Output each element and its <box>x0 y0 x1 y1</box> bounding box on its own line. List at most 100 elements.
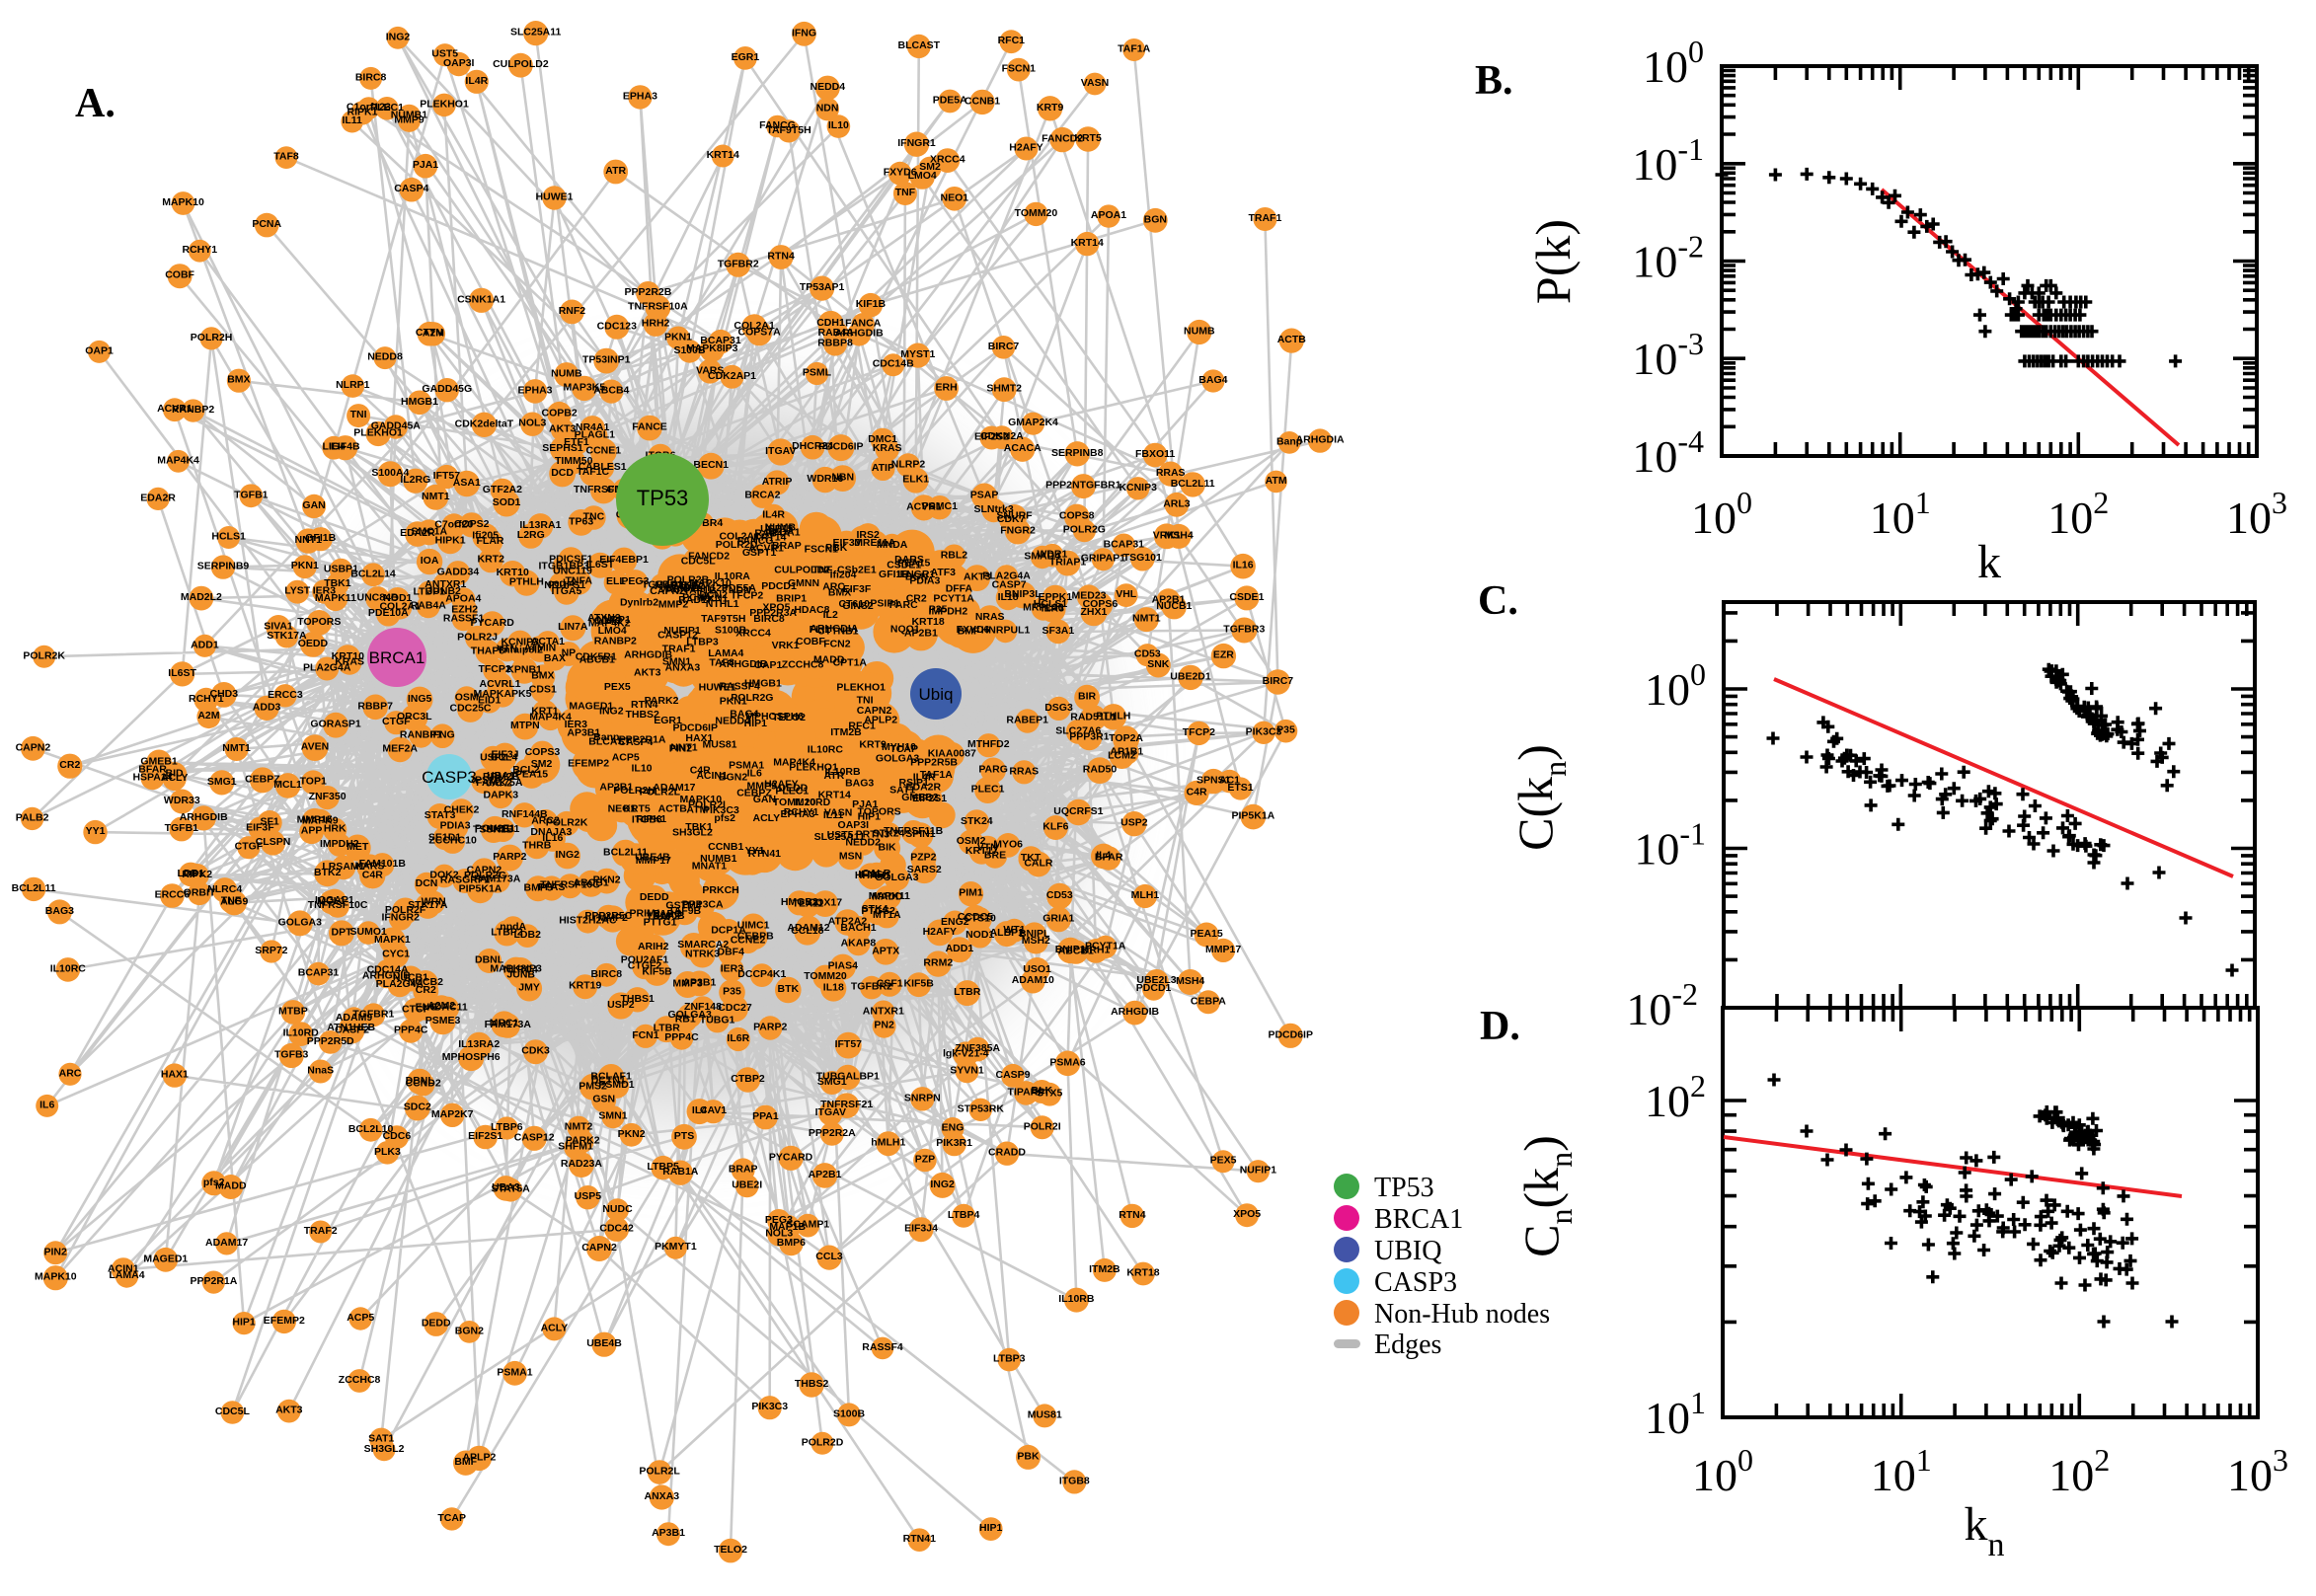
svg-text:A.: A. <box>75 81 116 126</box>
svg-text:NUMB: NUMB <box>551 368 582 380</box>
svg-text:POLR2I: POLR2I <box>1024 1120 1061 1132</box>
svg-text:SLC25A11: SLC25A11 <box>510 27 562 38</box>
svg-text:BMX: BMX <box>828 586 851 598</box>
svg-text:FLI1: FLI1 <box>810 624 831 636</box>
svg-text:SMN1: SMN1 <box>598 1110 627 1122</box>
svg-text:USP15: USP15 <box>760 523 793 535</box>
svg-text:JUNB: JUNB <box>506 969 535 981</box>
svg-text:BIRC7: BIRC7 <box>988 341 1020 352</box>
svg-text:CASP2: CASP2 <box>335 1025 369 1036</box>
svg-text:ANXA3: ANXA3 <box>645 1490 680 1502</box>
svg-text:PIN2: PIN2 <box>44 1246 68 1257</box>
svg-text:SNURF: SNURF <box>996 510 1033 522</box>
svg-text:RTN4: RTN4 <box>631 699 658 711</box>
svg-text:RANBP2: RANBP2 <box>172 404 214 416</box>
svg-text:FSCN1: FSCN1 <box>1002 63 1037 75</box>
svg-text:C4R: C4R <box>1187 786 1207 798</box>
svg-text:MAP4K4: MAP4K4 <box>529 712 572 723</box>
svg-text:COPS3: COPS3 <box>525 746 561 758</box>
svg-text:GMNN: GMNN <box>788 577 819 589</box>
svg-text:HIP1: HIP1 <box>979 1522 1003 1534</box>
svg-text:PPP4C: PPP4C <box>394 1025 428 1036</box>
svg-text:ARHGDIB: ARHGDIB <box>362 970 411 982</box>
svg-text:AKT3: AKT3 <box>964 571 991 583</box>
svg-text:CTS10: CTS10 <box>964 912 996 924</box>
svg-text:YY1: YY1 <box>86 825 106 837</box>
svg-text:NBN: NBN <box>831 472 854 484</box>
svg-text:PDCD6IP: PDCD6IP <box>1268 1028 1313 1040</box>
svg-text:EPPK1: EPPK1 <box>1039 591 1073 603</box>
svg-text:PEA15: PEA15 <box>897 557 930 569</box>
svg-text:MSN: MSN <box>839 850 862 862</box>
svg-text:SIVA1: SIVA1 <box>264 621 293 633</box>
svg-text:MYH10: MYH10 <box>882 741 916 753</box>
svg-text:SPNS1: SPNS1 <box>1197 775 1231 787</box>
svg-text:NEDD8: NEDD8 <box>367 351 403 363</box>
svg-text:NLRP1: NLRP1 <box>336 379 370 391</box>
svg-text:TAF8: TAF8 <box>273 151 299 163</box>
svg-text:Banp: Banp <box>593 731 619 743</box>
svg-text:SUMO1: SUMO1 <box>350 926 388 938</box>
svg-text:PKN2: PKN2 <box>618 1128 646 1140</box>
svg-text:TGFB1: TGFB1 <box>234 489 269 500</box>
svg-text:LRSAM1: LRSAM1 <box>322 861 364 873</box>
svg-text:TAF1A: TAF1A <box>1118 43 1150 55</box>
svg-text:PLK3: PLK3 <box>374 1146 401 1158</box>
svg-text:CDK3: CDK3 <box>521 1045 550 1057</box>
svg-text:KRT9: KRT9 <box>1037 102 1064 114</box>
svg-text:EPHA3: EPHA3 <box>623 90 657 102</box>
svg-text:KIF5B: KIF5B <box>904 978 935 990</box>
svg-text:TOP1: TOP1 <box>300 776 327 788</box>
svg-text:ATP2A2: ATP2A2 <box>828 916 868 928</box>
svg-text:BCL2L11: BCL2L11 <box>12 882 56 894</box>
svg-text:LYST: LYST <box>284 585 310 597</box>
svg-text:LTBP2: LTBP2 <box>491 926 523 938</box>
svg-text:DAPK3: DAPK3 <box>484 790 519 801</box>
svg-text:MAPKAPK5: MAPKAPK5 <box>474 688 532 700</box>
svg-text:PDIA3: PDIA3 <box>440 820 471 832</box>
svg-text:COPS2: COPS2 <box>454 518 490 530</box>
svg-text:EDA2R: EDA2R <box>140 492 176 503</box>
svg-text:TFCP2: TFCP2 <box>478 663 510 675</box>
svg-text:ERCC3: ERCC3 <box>268 689 303 701</box>
svg-text:TRAF1: TRAF1 <box>662 644 696 655</box>
svg-text:BGN2: BGN2 <box>455 1325 484 1336</box>
svg-text:ERCC6: ERCC6 <box>155 889 191 901</box>
svg-text:MYST1: MYST1 <box>900 348 935 360</box>
svg-text:CCL3: CCL3 <box>815 1251 843 1262</box>
svg-text:TELO2: TELO2 <box>714 1544 747 1556</box>
svg-text:VASN: VASN <box>1081 77 1109 89</box>
svg-text:COL2A1: COL2A1 <box>733 320 775 332</box>
svg-text:hMLH1: hMLH1 <box>871 1137 905 1149</box>
svg-text:KCNIP3: KCNIP3 <box>1119 482 1157 494</box>
svg-text:EFEMP2: EFEMP2 <box>264 1315 305 1327</box>
svg-text:NMT1: NMT1 <box>222 742 251 754</box>
svg-text:PPP2R1A: PPP2R1A <box>190 1275 237 1287</box>
svg-text:TFCP2: TFCP2 <box>1183 726 1215 738</box>
svg-text:NUMB1: NUMB1 <box>391 110 427 121</box>
svg-text:CCL18: CCL18 <box>791 925 823 937</box>
svg-text:DBNL: DBNL <box>475 954 504 966</box>
svg-text:RBL2: RBL2 <box>941 550 968 562</box>
svg-text:LCM2: LCM2 <box>1108 749 1136 761</box>
svg-text:BIRC8: BIRC8 <box>591 968 623 980</box>
svg-text:TRAF1: TRAF1 <box>1248 212 1281 224</box>
svg-text:SERPINB9: SERPINB9 <box>197 561 250 572</box>
svg-text:RAD23A: RAD23A <box>561 1158 602 1170</box>
svg-text:TOMM20: TOMM20 <box>1015 207 1058 219</box>
svg-text:FANCG: FANCG <box>737 535 774 547</box>
svg-text:IL10RC: IL10RC <box>808 743 844 755</box>
svg-text:LTBR: LTBR <box>954 986 981 998</box>
svg-text:OEDD: OEDD <box>298 638 329 649</box>
svg-text:PIM1: PIM1 <box>959 887 983 899</box>
svg-text:PRKCH: PRKCH <box>702 884 738 896</box>
svg-text:RFC1: RFC1 <box>998 35 1026 46</box>
svg-text:EIF2S1: EIF2S1 <box>468 1130 502 1142</box>
svg-text:PTHLH: PTHLH <box>509 576 544 588</box>
svg-text:BCLAF1: BCLAF1 <box>590 1070 632 1082</box>
svg-text:Edges: Edges <box>1374 1330 1441 1360</box>
svg-text:SMG1: SMG1 <box>817 1076 847 1088</box>
svg-text:RTN41: RTN41 <box>748 848 781 860</box>
svg-text:IFT57: IFT57 <box>433 470 461 482</box>
svg-text:ARIH2: ARIH2 <box>638 941 669 952</box>
